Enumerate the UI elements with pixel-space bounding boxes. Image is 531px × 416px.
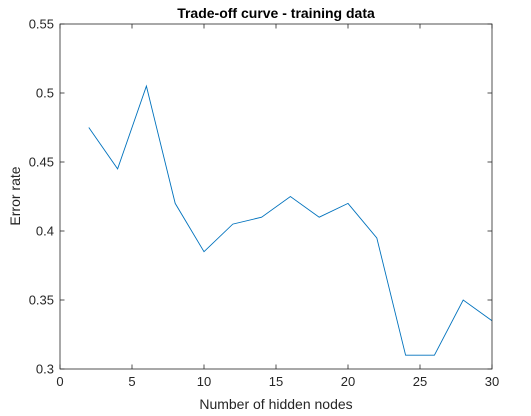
y-tick-label: 0.35 [29, 293, 54, 308]
y-axis-label: Error rate [7, 166, 23, 225]
x-tick-label: 0 [56, 374, 63, 389]
y-tick-label: 0.45 [29, 155, 54, 170]
y-tick-label: 0.55 [29, 17, 54, 32]
plot-frame [59, 23, 493, 370]
x-tick-label: 10 [197, 374, 211, 389]
y-tick-label: 0.5 [36, 86, 54, 101]
ticks-layer: 0 5 10 15 20 25 30 0.3 0.35 0.4 0.45 0.5 0.55 [29, 17, 500, 390]
x-axis-label: Number of hidden nodes [199, 396, 352, 412]
x-tick-label: 30 [485, 374, 499, 389]
plot-area [60, 24, 492, 369]
x-tick-label: 20 [341, 374, 355, 389]
y-tick-label: 0.3 [36, 362, 54, 377]
x-tick-label: 25 [413, 374, 427, 389]
series-line [88, 84, 493, 356]
x-tick-label: 15 [269, 374, 283, 389]
x-tick-label: 5 [128, 374, 135, 389]
series-layer [88, 84, 493, 356]
chart-title: Trade-off curve - training data [177, 5, 375, 21]
y-tick-label: 0.4 [36, 224, 54, 239]
